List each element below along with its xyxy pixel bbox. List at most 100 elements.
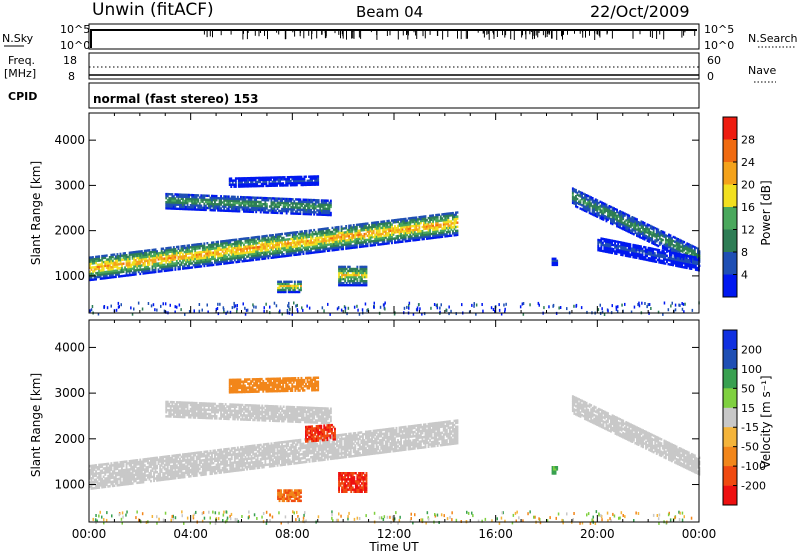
echo-cell [295,181,298,185]
echo-cell [386,222,389,225]
echo-cell [340,247,343,251]
echo-cell [105,264,108,267]
echo-cell [663,235,666,238]
echo-cell [172,246,175,249]
echo-cell [394,239,396,242]
echo-cell [348,273,351,277]
echo-cell [153,250,155,253]
echo-cell [596,205,599,208]
echo-cell [297,232,300,236]
echo-cell [349,224,352,227]
echo-cell [348,267,351,271]
echo-cell [243,206,245,209]
echo-cell [294,204,297,207]
echo-cell [607,208,609,211]
echo-cell [264,255,267,258]
echo-cell [320,242,323,245]
echo-cell [309,175,312,178]
echo-cell [667,263,670,266]
echo-cell [632,216,635,220]
echo-cell [265,253,268,256]
echo-cell [273,246,276,249]
echo-cell [609,243,612,246]
echo-cell [395,229,398,232]
echo-cell [579,193,582,196]
echo-cell [246,249,248,252]
echo-cell [401,228,404,231]
echo-cell [288,246,291,249]
echo-cell [429,231,431,234]
echo-cell [337,240,340,243]
echo-cell [378,239,381,242]
echo-cell [683,249,686,252]
echo-cell [450,228,453,231]
echo-cell [591,201,594,204]
echo-cell [238,260,241,263]
echo-cell [322,227,325,231]
echo-cell [265,180,268,183]
echo-cell [666,241,669,244]
echo-cell [684,247,687,251]
echo-cell [286,178,289,181]
echo-cell [319,209,322,212]
echo-cell [444,214,447,218]
echo-cell [203,260,206,264]
echo-cell [243,255,245,259]
echo-cell [105,260,108,263]
echo-cell [377,241,380,244]
echo-cell [226,259,229,263]
echo-cell [131,261,134,264]
echo-cell [676,260,679,264]
echo-cell [308,231,311,234]
echo-cell [185,258,187,262]
echo-cell [398,224,401,227]
echo-cell [212,196,215,200]
echo-cell [432,236,434,240]
echo-cell [275,237,277,241]
echo-cell [293,245,296,248]
noise-cell [90,308,93,312]
echo-cell [590,198,593,201]
echo-cell [127,274,129,277]
echo-cell [333,244,335,248]
echo-cell [317,236,320,239]
echo-cell [241,254,244,257]
echo-cell [331,245,334,248]
echo-cell [276,203,279,206]
echo-cell [249,202,251,205]
echo-cell [290,212,293,215]
echo-cell [591,205,594,208]
echo-cell [298,175,301,179]
echo-cell [302,238,305,241]
echo-cell [279,251,282,254]
echo-cell [174,197,177,200]
echo-cell [226,195,229,198]
echo-cell [633,252,636,255]
echo-cell [340,231,343,235]
echo-cell [95,278,97,281]
echo-cell [218,205,221,208]
echo-cell [290,200,293,203]
echo-cell [285,234,288,237]
echo-cell [96,265,99,269]
echo-cell [262,209,265,212]
noise-cell [681,307,684,311]
echo-cell [659,261,662,264]
echo-cell [323,203,326,206]
echo-cell [365,228,367,232]
echo-cell [690,250,693,254]
echo-cell [694,258,697,261]
echo-cell [553,263,555,267]
echo-cell [418,226,421,229]
echo-cell [195,265,198,269]
echo-cell [450,214,453,217]
noise-cell [558,306,560,310]
echo-cell [188,258,190,261]
echo-cell [172,197,175,200]
echo-cell [285,197,288,201]
echo-cell [125,262,128,265]
echo-cell [287,244,290,247]
echo-cell [171,252,174,255]
echo-cell [640,232,643,235]
echo-cell [293,288,296,292]
